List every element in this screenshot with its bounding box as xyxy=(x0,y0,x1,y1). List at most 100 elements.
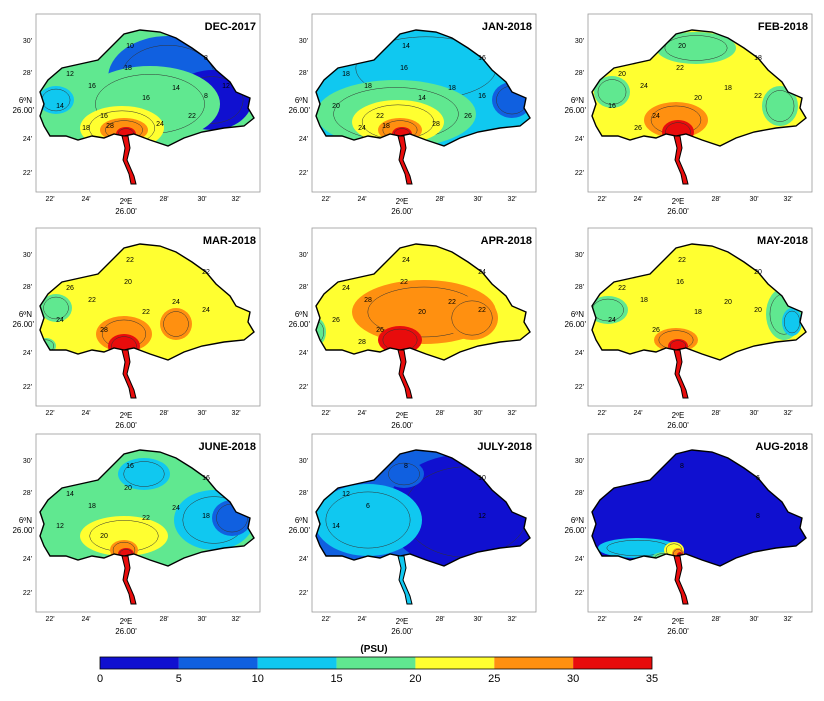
panel-title: FEB-2018 xyxy=(758,21,808,33)
contour-label: 22 xyxy=(400,279,408,286)
x-tick-label: 28' xyxy=(435,616,444,623)
y-tick-label: 28' xyxy=(23,490,32,497)
contour-line xyxy=(43,296,69,320)
contour-label: 22 xyxy=(678,257,686,264)
x-tick-label: 30' xyxy=(197,196,206,203)
lon-axis-value: 26.00' xyxy=(391,207,413,216)
contour-label: 26 xyxy=(66,285,74,292)
contour-label: 8 xyxy=(404,463,408,470)
x-tick-label: 22' xyxy=(45,616,54,623)
x-tick-label: 32' xyxy=(231,410,240,417)
map-panel: 8 10 12 12 14 6 JULY-2018 30' 28' 24' 22' 6ºN 26.00'… xyxy=(276,428,544,638)
contour-label: 20 xyxy=(332,103,340,110)
salinity-zone xyxy=(384,460,424,488)
lon-axis-label: 2ºE xyxy=(396,617,409,626)
contour-label: 18 xyxy=(202,513,210,520)
colorbar-border xyxy=(99,656,653,670)
map-panel: 10 8 8 12 14 16 18 16 14 16 18 22 24 28 12 DEC-2017 30' 2… xyxy=(0,8,268,218)
contour-label: 18 xyxy=(448,85,456,92)
lon-axis-label: 2ºE xyxy=(672,617,685,626)
colorbar-segment xyxy=(415,657,495,669)
contour-line xyxy=(325,491,411,549)
contour-label: 28 xyxy=(432,121,440,128)
contour-label: 12 xyxy=(342,491,350,498)
colorbar-segment xyxy=(257,657,337,669)
river-channel xyxy=(121,349,137,399)
lon-axis-value: 26.00' xyxy=(667,207,689,216)
contour-label: 22 xyxy=(126,257,134,264)
x-tick-label: 28' xyxy=(159,410,168,417)
map-svg: 20 18 22 20 16 24 22 20 18 24 26 FEB-2018 30' 28' 24' 2… xyxy=(564,13,813,216)
contour-label: 26 xyxy=(464,113,472,120)
x-tick-label: 24' xyxy=(81,616,90,623)
panel-title: JULY-2018 xyxy=(477,441,532,453)
contour-label: 6 xyxy=(756,475,760,482)
x-tick-label: 24' xyxy=(81,410,90,417)
contour-label: 14 xyxy=(332,523,340,530)
y-tick-label: 28' xyxy=(299,490,308,497)
y-tick-label: 28' xyxy=(299,70,308,77)
y-tick-label: 22' xyxy=(575,590,584,597)
x-tick-label: 28' xyxy=(435,410,444,417)
colorbar-segment xyxy=(336,657,416,669)
lon-axis-value: 26.00' xyxy=(391,421,413,430)
contour-label: 18 xyxy=(342,71,350,78)
salinity-zone xyxy=(40,294,72,322)
y-tick-label: 28' xyxy=(299,284,308,291)
panel-title: AUG-2018 xyxy=(755,441,808,453)
lat-axis-label: 6ºN xyxy=(295,516,308,525)
lat-axis-value: 26.00' xyxy=(12,320,34,329)
colorbar-tick-label: 5 xyxy=(176,673,182,685)
contour-label: 26 xyxy=(652,327,660,334)
contour-line xyxy=(123,461,165,487)
lat-axis-value: 26.00' xyxy=(288,526,310,535)
x-tick-label: 24' xyxy=(357,616,366,623)
contour-label: 12 xyxy=(222,83,230,90)
contour-label: 8 xyxy=(756,513,760,520)
contour-label: 24 xyxy=(202,307,210,314)
x-tick-label: 30' xyxy=(749,196,758,203)
contour-label: 8 xyxy=(204,93,208,100)
lon-axis-label: 2ºE xyxy=(120,197,133,206)
x-tick-label: 22' xyxy=(597,410,606,417)
contour-label: 14 xyxy=(66,491,74,498)
contour-label: 20 xyxy=(694,95,702,102)
contour-label: 14 xyxy=(418,95,426,102)
contour-label: 24 xyxy=(156,121,164,128)
x-tick-label: 24' xyxy=(81,196,90,203)
contour-label: 26 xyxy=(634,125,642,132)
contour-label: 16 xyxy=(608,103,616,110)
lon-axis-value: 26.00' xyxy=(667,421,689,430)
river-channel xyxy=(397,555,413,605)
map-panel: 8 6 8 AUG-2018 30' 28' 24' 22' 6ºN 26.00' 22' 24' 28… xyxy=(552,428,820,638)
river-channel xyxy=(397,349,413,399)
y-tick-label: 22' xyxy=(299,384,308,391)
contour-label: 22 xyxy=(142,515,150,522)
panel-title: MAY-2018 xyxy=(757,235,808,247)
map-svg: 22 22 24 26 24 22 20 22 24 28 MAR-2018 30' 28' 24' 22'… xyxy=(12,227,261,430)
y-tick-label: 24' xyxy=(575,350,584,357)
x-tick-label: 32' xyxy=(783,196,792,203)
y-tick-label: 28' xyxy=(575,284,584,291)
contour-label: 18 xyxy=(382,123,390,130)
contour-label: 6 xyxy=(366,503,370,510)
x-tick-label: 32' xyxy=(507,196,516,203)
x-tick-label: 28' xyxy=(159,196,168,203)
x-tick-label: 30' xyxy=(473,410,482,417)
y-tick-label: 30' xyxy=(575,252,584,259)
colorbar-tick-label: 35 xyxy=(646,673,658,685)
map-svg: 24 24 22 24 26 28 22 20 22 26 28 APR-2018 30' 28' 24' 2… xyxy=(288,227,537,430)
colorbar-tick-label: 25 xyxy=(488,673,500,685)
lon-axis-label: 2ºE xyxy=(672,411,685,420)
salinity-zone xyxy=(378,326,422,354)
x-tick-label: 30' xyxy=(749,410,758,417)
x-tick-label: 22' xyxy=(45,196,54,203)
contour-line xyxy=(765,90,795,122)
x-tick-label: 32' xyxy=(507,616,516,623)
contour-label: 24 xyxy=(342,285,350,292)
lon-axis-value: 26.00' xyxy=(391,627,413,636)
colorbar-segment xyxy=(494,657,574,669)
x-tick-label: 28' xyxy=(711,410,720,417)
contour-label: 14 xyxy=(402,43,410,50)
map-panel: 20 18 22 20 16 24 22 20 18 24 26 FEB-2018 30' 28' 24' 2… xyxy=(552,8,820,218)
